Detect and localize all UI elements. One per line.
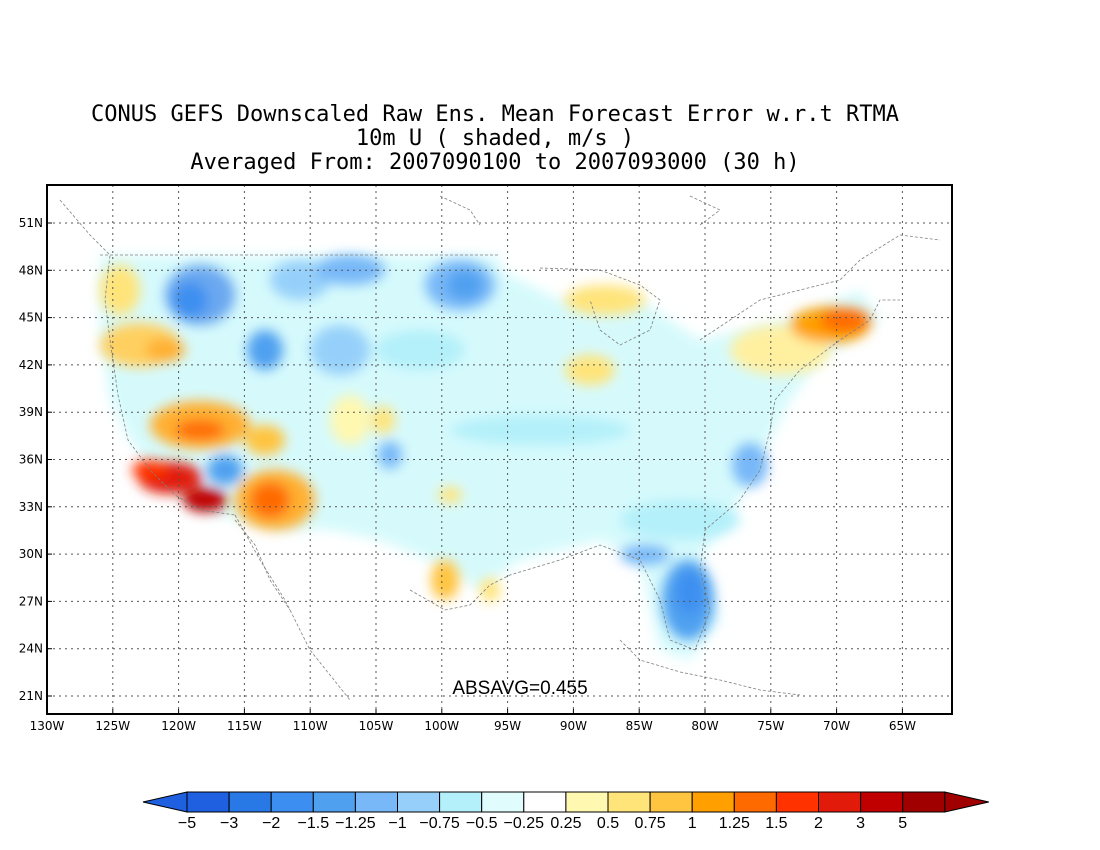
colorbar-box xyxy=(523,791,567,813)
colorbar-box xyxy=(649,791,693,813)
grid-lines xyxy=(47,185,952,714)
colorbar-box xyxy=(312,791,356,813)
absavg-annotation: ABSAVG=0.455 xyxy=(452,678,587,699)
lat-label: 36N xyxy=(19,453,43,467)
lon-label: 75W xyxy=(757,719,784,733)
lat-label: 21N xyxy=(19,689,43,703)
colorbar-label: 1.5 xyxy=(765,815,787,832)
colorbar-label: −1.5 xyxy=(298,815,330,832)
lon-label: 95W xyxy=(494,719,521,733)
lat-label: 33N xyxy=(19,500,43,514)
colorbar-boxes xyxy=(142,791,989,813)
colorbar-label: −3 xyxy=(220,815,238,832)
map-frame xyxy=(46,184,953,715)
colorbar-box xyxy=(565,791,609,813)
colorbar-box xyxy=(775,791,820,813)
colorbar-label: 0.5 xyxy=(597,815,619,832)
lon-label: 100W xyxy=(424,719,459,733)
colorbar-label: −5 xyxy=(178,815,196,832)
lon-label: 85W xyxy=(626,719,653,733)
colorbar-label: 1 xyxy=(688,815,697,832)
title-line-1: CONUS GEFS Downscaled Raw Ens. Mean Fore… xyxy=(91,102,899,127)
colorbar-label: −2 xyxy=(262,815,280,832)
colorbar-box xyxy=(902,791,946,813)
longitude-labels: 130W 125W 120W 115W 110W 105W 100W 95W 90W 85W 80W… xyxy=(30,709,916,733)
colorbar-box xyxy=(439,791,483,813)
colorbar-box xyxy=(270,791,314,813)
lon-label: 130W xyxy=(30,719,65,733)
colorbar-label: 2 xyxy=(814,815,823,832)
shaded-field xyxy=(100,255,880,660)
colorbar-left-arrow xyxy=(142,791,188,813)
colorbar-box xyxy=(733,791,777,813)
colorbar-label: 5 xyxy=(898,815,907,832)
colorbar-box xyxy=(228,791,272,813)
colorbar-box xyxy=(860,791,904,813)
colorbar-right-arrow xyxy=(944,791,989,813)
colorbar-label: −0.75 xyxy=(419,815,460,832)
lat-label: 30N xyxy=(19,547,43,561)
lon-label: 90W xyxy=(560,719,587,733)
lon-label: 120W xyxy=(161,719,196,733)
lon-label: 110W xyxy=(293,719,328,733)
lat-label: 51N xyxy=(19,216,43,230)
lon-label: 80W xyxy=(691,719,718,733)
base-field xyxy=(100,256,880,660)
colorbar-label: −1.25 xyxy=(335,815,376,832)
colorbar-label: 1.25 xyxy=(719,815,750,832)
colorbar-box xyxy=(397,791,441,813)
lon-label: 65W xyxy=(889,719,916,733)
colorbar-label: −0.25 xyxy=(504,815,545,832)
colorbar-labels: −5 −3 −2 −1.5 −1.25 −1 −0.75 −0.5 −0.25 0.25 0.5 0.… xyxy=(178,815,907,832)
lon-label: 70W xyxy=(823,719,850,733)
lat-label: 42N xyxy=(19,358,43,372)
lon-label: 125W xyxy=(95,719,130,733)
lon-label: 105W xyxy=(359,719,394,733)
lat-label: 48N xyxy=(19,263,43,277)
colorbar-box xyxy=(481,791,525,813)
colorbar-box xyxy=(354,791,398,813)
colorbar-label: 3 xyxy=(856,815,865,832)
lat-label: 39N xyxy=(19,405,43,419)
lat-label: 45N xyxy=(19,311,43,325)
lat-label: 27N xyxy=(19,594,43,608)
title-line-2: 10m U ( shaded, m/s ) xyxy=(355,126,635,151)
colorbar-label: −0.5 xyxy=(466,815,498,832)
lon-label: 115W xyxy=(227,719,262,733)
colorbar-label: −1 xyxy=(388,815,406,832)
latitude-labels: 51N 48N 45N 42N 39N 36N 33N 30N 27N 24N 21N xyxy=(19,216,52,703)
colorbar-label: 0.75 xyxy=(635,815,666,832)
lat-label: 24N xyxy=(19,642,43,656)
colorbar-box xyxy=(818,791,862,813)
title-line-3: Averaged From: 2007090100 to 2007093000 … xyxy=(190,150,800,175)
colorbar-label: 0.25 xyxy=(550,815,581,832)
colorbar-box xyxy=(186,791,230,813)
colorbar-box xyxy=(691,791,735,813)
coastlines xyxy=(59,195,941,701)
colorbar-box xyxy=(607,791,651,813)
